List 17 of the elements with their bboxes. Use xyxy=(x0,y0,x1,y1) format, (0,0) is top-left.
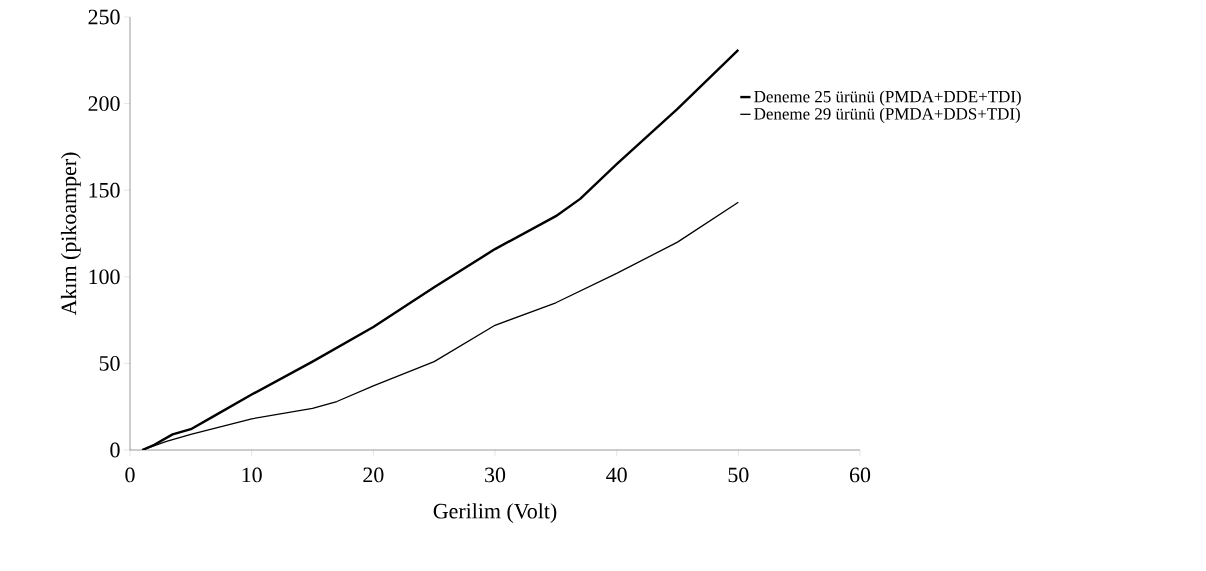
x-tick-label: 20 xyxy=(363,467,384,483)
x-tick-label: 50 xyxy=(728,467,749,483)
x-tick-label: 10 xyxy=(242,467,262,483)
y-tick-label: 250 xyxy=(88,9,120,25)
x-tick-label: 40 xyxy=(606,467,627,483)
y-tick-label: 100 xyxy=(89,269,120,285)
y-tick-label: 150 xyxy=(89,182,120,198)
x-tick-label: 30 xyxy=(485,467,506,483)
y-axis-title: Akım (pikoamper) xyxy=(60,152,81,316)
x-tick-label: 0 xyxy=(125,467,135,483)
x-tick-label: 60 xyxy=(849,467,871,483)
x-axis-title: Gerilim (Volt) xyxy=(433,503,557,524)
y-tick-label: 0 xyxy=(110,442,120,458)
y-tick-label: 50 xyxy=(99,356,120,371)
y-tick-label: 200 xyxy=(88,96,120,111)
legend-label: Deneme 29 ürünü (PMDA+DDS+TDI) xyxy=(754,107,1020,124)
legend-label: Deneme 25 ürünü (PMDA+DDE+TDI) xyxy=(754,90,1021,106)
